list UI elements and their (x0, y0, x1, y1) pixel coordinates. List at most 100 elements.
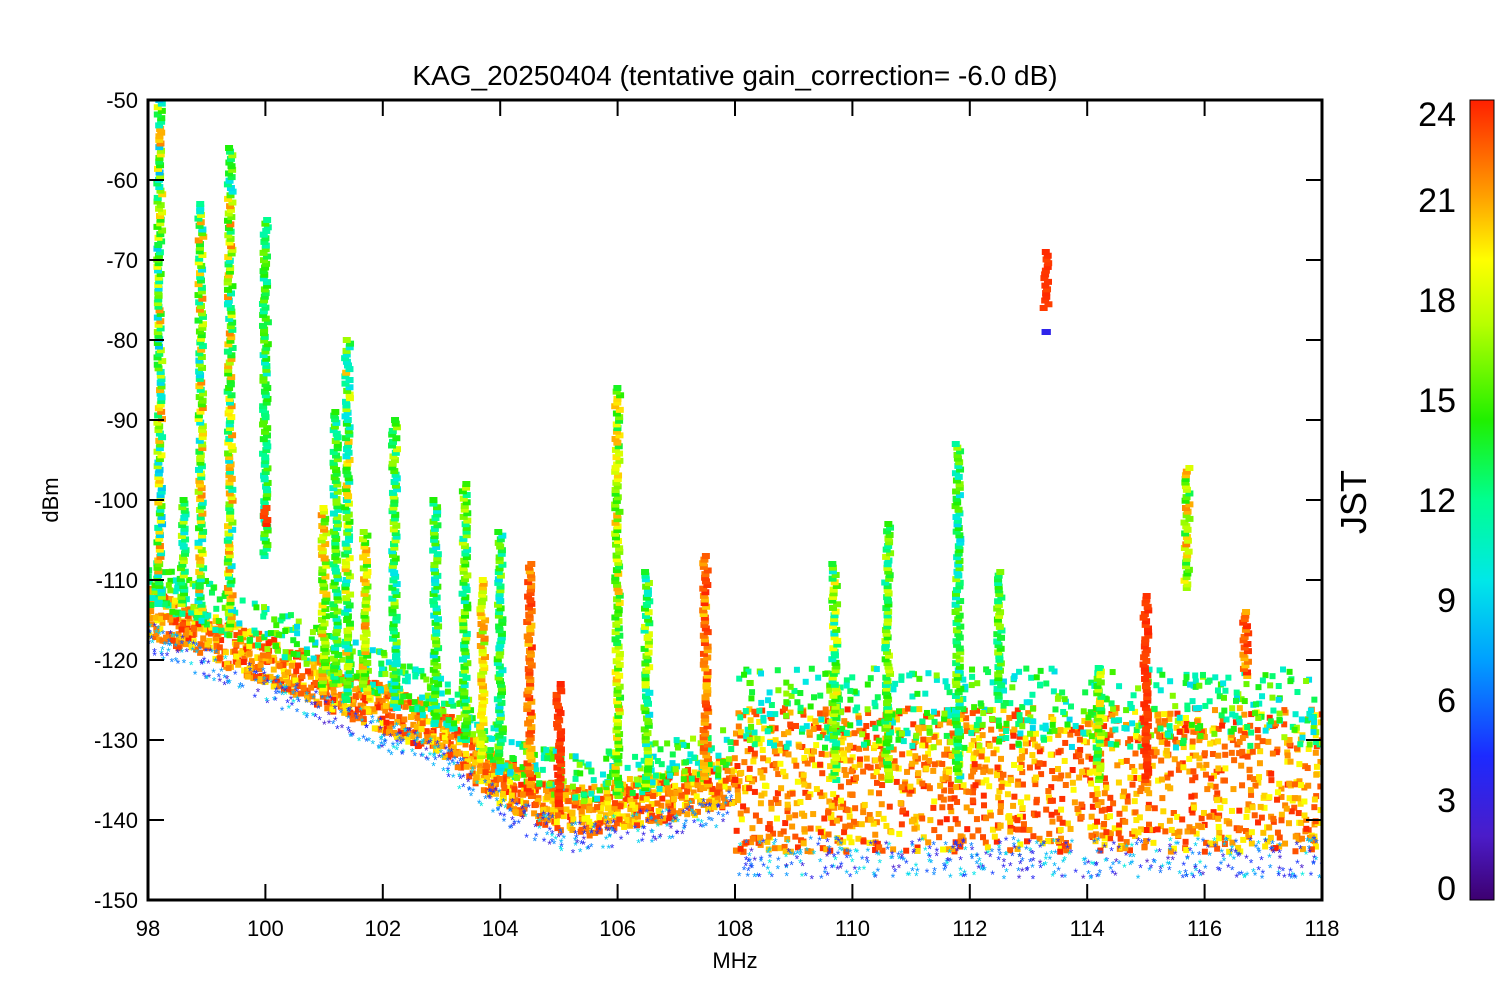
noise-point-day (1188, 721, 1195, 728)
noise-point-low: * (953, 838, 958, 852)
noise-point (1216, 812, 1223, 819)
noise-point (1088, 813, 1095, 820)
noise-point-low: * (419, 750, 424, 764)
noise-point (994, 772, 1001, 779)
noise-point-low: * (1287, 870, 1292, 884)
noise-point-low: * (524, 831, 529, 845)
signal-point (261, 220, 270, 227)
noise-point (1304, 765, 1311, 772)
noise-point (418, 726, 425, 733)
noise-point-low: * (1311, 857, 1316, 871)
noise-point (1210, 809, 1217, 816)
noise-point (1296, 761, 1303, 768)
signal-point (153, 245, 162, 252)
noise-point (874, 841, 881, 848)
noise-point (876, 790, 883, 797)
noise-point (1011, 761, 1018, 768)
noise-point-low: * (1307, 846, 1312, 860)
noise-point-day (1187, 681, 1194, 688)
signal-point (263, 395, 272, 402)
noise-point (740, 803, 747, 810)
noise-point-day (637, 765, 644, 772)
noise-point-low: * (835, 863, 840, 877)
noise-point (430, 742, 437, 749)
noise-point (1051, 775, 1058, 782)
noise-point-low: * (302, 708, 307, 722)
signal-point (226, 595, 235, 602)
signal-point (197, 601, 206, 608)
noise-point-low: * (636, 825, 641, 839)
noise-point-low: * (280, 689, 285, 703)
noise-point-low: * (721, 815, 726, 829)
noise-point (1164, 740, 1171, 747)
noise-point-low: * (391, 739, 396, 753)
noise-point (1293, 745, 1300, 752)
noise-point (715, 758, 722, 765)
signal-point (263, 425, 272, 432)
noise-point (148, 614, 154, 621)
noise-point (1266, 824, 1273, 831)
noise-point-day (1042, 722, 1049, 729)
noise-point-low: * (262, 673, 267, 687)
noise-point-low: * (862, 863, 867, 877)
noise-point (1065, 843, 1072, 850)
noise-point (1258, 814, 1265, 821)
noise-point (860, 768, 867, 775)
noise-point (948, 808, 955, 815)
signal-point (261, 469, 270, 475)
noise-point (671, 816, 678, 823)
signal-point (154, 267, 163, 274)
signal-point (227, 334, 236, 341)
noise-point (980, 768, 987, 775)
signal-point (198, 390, 207, 397)
noise-point (1036, 835, 1043, 842)
noise-point-low: * (378, 714, 383, 728)
noise-point (799, 743, 806, 750)
noise-point (1116, 822, 1123, 829)
noise-point (1298, 835, 1305, 842)
noise-point-low: * (1017, 850, 1022, 864)
noise-point (1207, 740, 1214, 747)
noise-point (840, 838, 847, 845)
signal-point (332, 659, 341, 666)
noise-point-low: * (483, 777, 488, 791)
noise-point-day (1123, 707, 1130, 714)
noise-point (627, 797, 634, 804)
noise-point (393, 733, 400, 740)
noise-point-low: * (743, 859, 748, 873)
noise-point-day (548, 751, 555, 758)
noise-point (983, 756, 990, 763)
noise-point (746, 785, 753, 792)
chart-title: KAG_20250404 (tentative gain_correction=… (412, 60, 1057, 91)
noise-point (748, 839, 755, 846)
noise-point-day (1080, 708, 1087, 715)
noise-point-low: * (400, 748, 405, 762)
noise-point-low: * (955, 840, 960, 854)
signal-point (330, 666, 339, 673)
noise-point (233, 632, 240, 639)
noise-point (441, 734, 448, 741)
noise-point-day (1157, 687, 1164, 694)
noise-point-low: * (191, 638, 196, 652)
noise-point (308, 684, 315, 691)
noise-point-low: * (638, 806, 643, 820)
noise-point (258, 673, 265, 680)
signal-point (195, 587, 204, 594)
noise-point (1007, 847, 1014, 854)
noise-point (1076, 774, 1083, 781)
noise-point-low: * (767, 868, 772, 882)
noise-point-low: * (559, 836, 564, 850)
noise-point-day (552, 747, 559, 754)
signal-point (180, 525, 189, 532)
noise-point (1136, 814, 1143, 821)
noise-point (903, 810, 910, 817)
noise-point-low: * (1004, 834, 1009, 848)
noise-point-low: * (295, 680, 300, 694)
noise-point-low: * (1217, 865, 1222, 879)
noise-point-low: * (1129, 840, 1134, 854)
signal-point (157, 593, 166, 600)
noise-point-low: * (798, 848, 803, 862)
signal-point (322, 562, 331, 569)
noise-point-low: * (838, 862, 843, 876)
noise-point (1090, 768, 1097, 775)
